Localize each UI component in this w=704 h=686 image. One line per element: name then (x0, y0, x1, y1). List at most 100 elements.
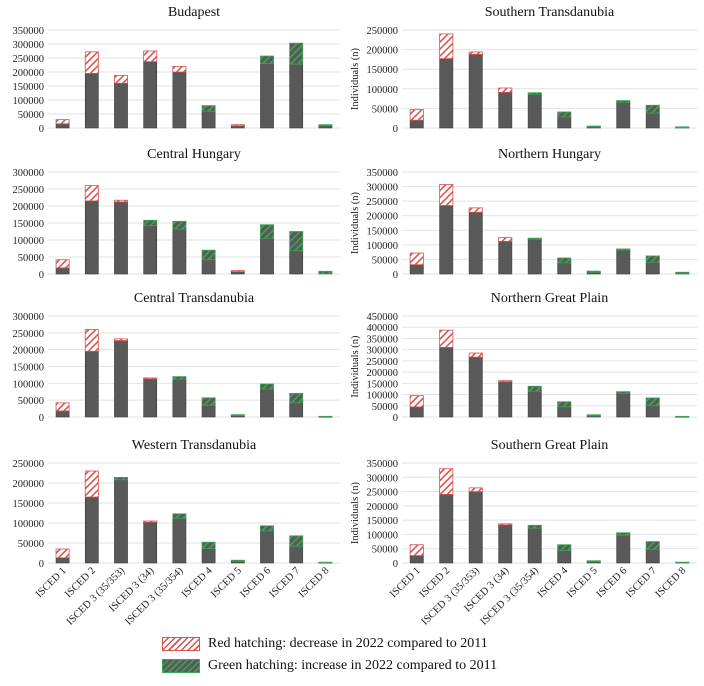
bar-increase-8 (616, 248, 631, 251)
bar-decrease-3 (468, 51, 483, 55)
bar-base-6 (557, 116, 572, 129)
y-tick-label: 0 (393, 559, 398, 570)
bar-decrease-1 (409, 109, 424, 121)
bar-increase-6 (201, 249, 216, 261)
bar-base-2 (84, 351, 99, 418)
bar-base-6 (201, 404, 216, 418)
bar-increase-10 (675, 561, 690, 564)
bar-increase-7 (586, 270, 601, 273)
bar-increase-10 (318, 415, 333, 418)
y-tick-label: 100000 (13, 519, 45, 530)
y-tick-label: 150000 (13, 363, 45, 374)
bar-decrease-4 (498, 380, 513, 383)
bar-base-2 (439, 58, 454, 129)
bar-increase-8 (616, 391, 631, 394)
bar-base-1 (409, 119, 424, 129)
y-tick-label: 0 (39, 559, 44, 570)
bar-base-8 (616, 392, 631, 418)
panel-title: Central Hungary (147, 147, 241, 162)
bar-increase-6 (557, 111, 572, 118)
y-tick-label: 100000 (367, 530, 399, 541)
bar-base-3 (114, 82, 128, 129)
bar-increase-6 (201, 105, 216, 112)
bar-increase-9 (645, 104, 660, 114)
bar-decrease-2 (84, 470, 99, 498)
y-tick-label: 150000 (13, 499, 45, 510)
y-tick-label: 100000 (367, 241, 399, 252)
bar-increase-5 (172, 220, 187, 230)
y-tick-label: 50000 (372, 402, 398, 413)
legend-label-increase: Green hatching: increase in 2022 compare… (208, 658, 498, 673)
y-tick-label: 250000 (13, 185, 45, 196)
y-tick-label: 0 (393, 124, 398, 135)
x-tick-label: ISCED 8 (654, 565, 689, 600)
bar-base-5 (527, 238, 542, 275)
bar-increase-9 (645, 255, 660, 263)
legend-item-decrease: Red hatching: decrease in 2022 compared … (162, 636, 488, 652)
y-tick-label: 200000 (13, 346, 45, 357)
panel-title: Western Transdanubia (132, 438, 257, 453)
legend-label-decrease: Red hatching: decrease in 2022 compared … (208, 636, 488, 651)
y-tick-label: 200000 (13, 68, 45, 79)
panel-title: Central Transdanubia (134, 291, 255, 306)
bar-increase-7 (230, 414, 245, 417)
y-axis-label: Individuals (n) (350, 47, 361, 110)
y-tick-label: 50000 (18, 253, 44, 264)
bar-decrease-5 (172, 66, 187, 73)
bar-decrease-2 (84, 51, 99, 74)
y-tick-label: 0 (39, 270, 44, 281)
bar-base-3 (468, 211, 483, 275)
bar-increase-8 (616, 100, 631, 103)
bar-base-4 (498, 241, 513, 275)
bar-base-8 (616, 101, 631, 129)
bar-increase-10 (318, 124, 333, 127)
bar-base-5 (172, 228, 187, 275)
bar-decrease-4 (498, 523, 513, 526)
bar-increase-5 (527, 92, 542, 95)
y-tick-label: 250000 (367, 357, 399, 368)
y-tick-label: 350000 (367, 459, 399, 470)
y-tick-label: 50000 (18, 110, 44, 121)
y-tick-label: 300000 (367, 183, 399, 194)
y-tick-label: 300000 (13, 40, 45, 51)
bar-decrease-4 (143, 520, 158, 523)
bar-base-4 (498, 92, 513, 129)
x-tick-label: ISCED 7 (268, 565, 303, 600)
bar-increase-3 (114, 476, 128, 481)
bar-base-1 (55, 123, 70, 129)
bar-base-9 (645, 112, 660, 129)
bar-increase-5 (527, 385, 542, 392)
x-tick-label: ISCED 6 (595, 565, 630, 600)
y-tick-label: 50000 (372, 545, 398, 556)
bar-increase-9 (645, 397, 660, 407)
y-tick-label: 0 (39, 413, 44, 424)
bar-decrease-3 (114, 338, 128, 341)
y-tick-label: 400000 (367, 323, 399, 334)
y-tick-label: 50000 (372, 104, 398, 115)
bar-base-8 (616, 249, 631, 275)
x-tick-label: ISCED 1 (34, 565, 69, 600)
y-tick-label: 200000 (367, 502, 399, 513)
y-tick-label: 50000 (18, 539, 44, 550)
bar-base-5 (172, 71, 187, 129)
bar-decrease-1 (409, 395, 424, 408)
bar-base-8 (260, 530, 274, 564)
y-axis-label: Individuals (n) (350, 191, 361, 254)
legend-item-increase: Green hatching: increase in 2022 compare… (162, 658, 497, 674)
bar-base-4 (143, 521, 158, 564)
bar-decrease-4 (498, 87, 513, 93)
bar-decrease-1 (55, 259, 70, 269)
bar-increase-6 (201, 397, 216, 406)
x-tick-label: ISCED 4 (180, 565, 215, 600)
bar-base-5 (527, 93, 542, 129)
y-tick-label: 150000 (367, 226, 399, 237)
bar-base-3 (114, 479, 128, 564)
bar-increase-5 (527, 524, 542, 529)
bar-decrease-2 (439, 184, 454, 206)
bar-base-6 (557, 550, 572, 564)
bar-increase-8 (260, 383, 274, 390)
y-tick-label: 150000 (367, 65, 399, 76)
bar-base-8 (260, 63, 274, 129)
bar-increase-5 (172, 376, 187, 380)
bar-base-9 (289, 402, 304, 418)
